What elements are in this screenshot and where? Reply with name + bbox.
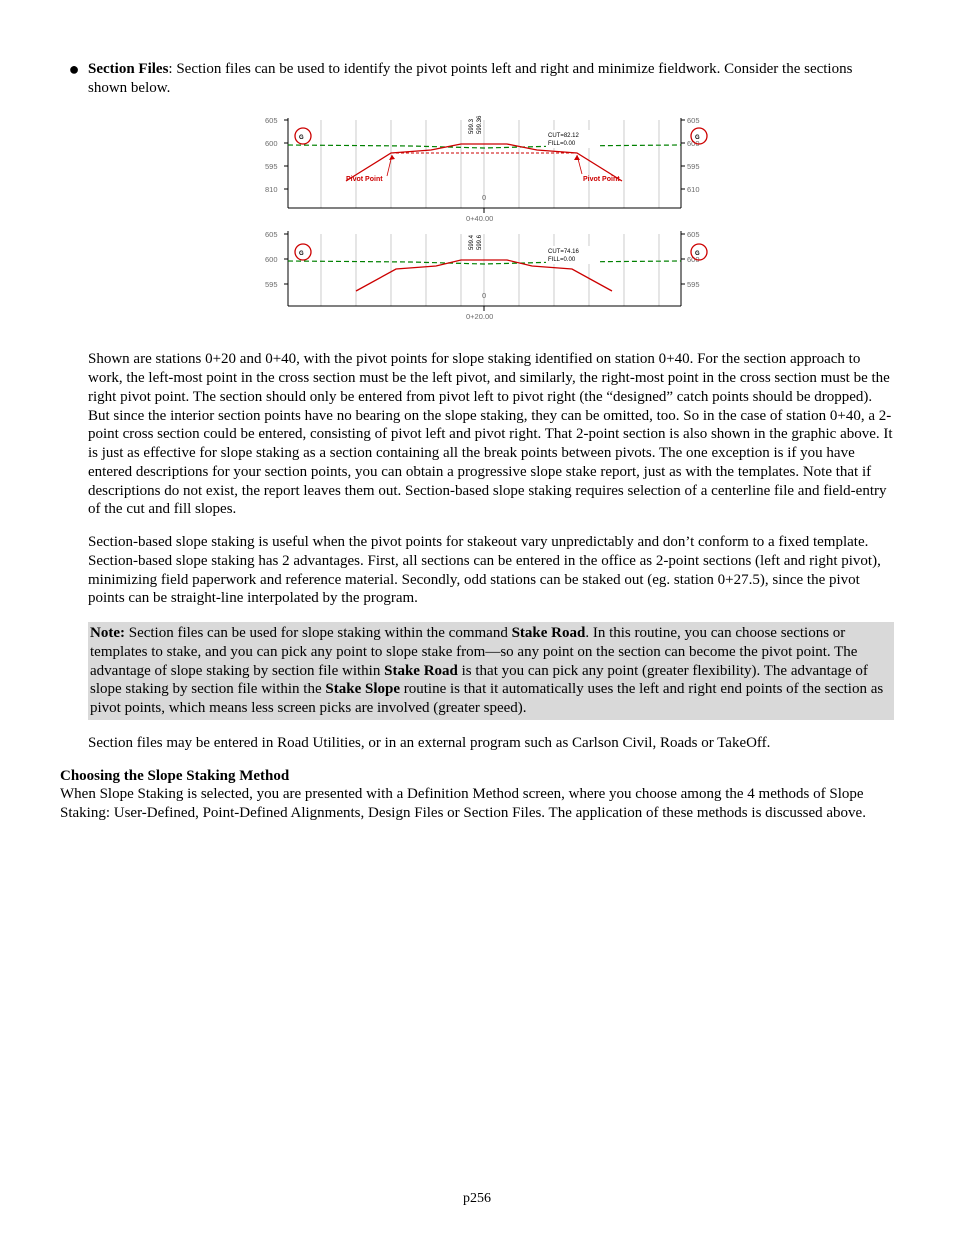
cut-label: CUT=74.16	[548, 249, 580, 255]
paragraph-2: Section-based slope staking is useful wh…	[88, 533, 894, 608]
note-bold: Stake Road	[512, 625, 586, 641]
pivot-left-label: Pivot Point	[346, 176, 383, 183]
cross-section-diagram: 605 600 595 810 G 605 600 595 610 G	[261, 108, 721, 333]
station-marker: 0	[482, 291, 486, 300]
paragraph-1: Shown are stations 0+20 and 0+40, with t…	[88, 350, 894, 519]
bullet-text: Section Files: Section files can be used…	[88, 60, 894, 98]
cut-label: CUT=82.12	[548, 133, 580, 139]
tick-label: 605	[265, 116, 278, 125]
svg-text:G: G	[695, 251, 700, 257]
tick-label: 610	[687, 185, 700, 194]
tick-label: 595	[687, 162, 700, 171]
svg-text:599.36: 599.36	[477, 114, 483, 133]
tick-label: 605	[687, 230, 700, 239]
paragraph-4: When Slope Staking is selected, you are …	[60, 785, 894, 823]
svg-text:G: G	[695, 135, 700, 141]
fill-label: FILL=0.00	[548, 141, 576, 147]
note-bold: Stake Slope	[325, 681, 400, 697]
note-seg: Section files can be used for slope stak…	[125, 625, 512, 641]
note-box: Note: Section files can be used for slop…	[88, 622, 894, 720]
indented-body: 605 600 595 810 G 605 600 595 610 G	[88, 108, 894, 753]
tick-label: 605	[687, 116, 700, 125]
tick-label: 600	[265, 255, 278, 264]
station-label: 0+20.00	[466, 312, 493, 321]
pivot-right-label: Pivot Point	[583, 176, 620, 183]
tick-label: 595	[265, 162, 278, 171]
bullet-lead-rest: : Section files can be used to identify …	[88, 61, 852, 96]
note-bold: Note:	[90, 625, 125, 641]
bullet-glyph: ●	[60, 60, 88, 98]
svg-text:599.6: 599.6	[477, 234, 483, 250]
page-number: p256	[0, 1190, 954, 1208]
station-marker: 0	[482, 193, 486, 202]
section-figure: 605 600 595 810 G 605 600 595 610 G	[88, 108, 894, 339]
tick-label: 600	[265, 139, 278, 148]
page: ● Section Files: Section files can be us…	[0, 0, 954, 1235]
tick-label: 595	[687, 280, 700, 289]
bullet-lead-bold: Section Files	[88, 61, 168, 77]
note-bold: Stake Road	[384, 663, 458, 679]
fill-label: FILL=0.00	[548, 257, 576, 263]
tick-label: 605	[265, 230, 278, 239]
svg-text:G: G	[299, 135, 304, 141]
svg-text:599.3: 599.3	[469, 118, 475, 134]
svg-text:599.4: 599.4	[469, 234, 475, 250]
tick-label: 810	[265, 185, 278, 194]
bullet-item: ● Section Files: Section files can be us…	[60, 60, 894, 98]
tick-label: 595	[265, 280, 278, 289]
station-label: 0+40.00	[466, 214, 493, 223]
svg-text:G: G	[299, 251, 304, 257]
paragraph-3: Section files may be entered in Road Uti…	[88, 734, 894, 753]
subheading: Choosing the Slope Staking Method	[60, 767, 894, 786]
